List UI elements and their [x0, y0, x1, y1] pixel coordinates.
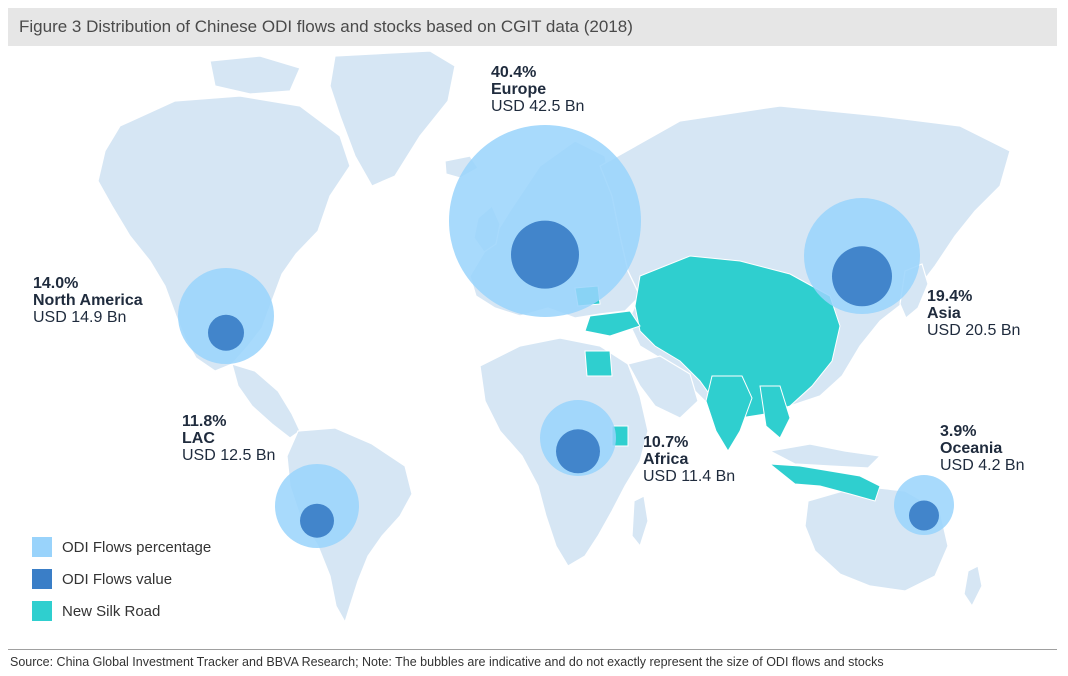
africa-name: Africa [643, 451, 689, 468]
silk-road-indonesia [768, 463, 881, 502]
oceania-usd: USD 4.2 Bn [940, 457, 1025, 474]
asia-percent: 19.4% [927, 288, 973, 305]
legend-label: New Silk Road [62, 602, 161, 620]
north-america-usd: USD 14.9 Bn [33, 309, 127, 326]
silk-road-layer [574, 255, 881, 502]
arctic-islands-shape [209, 55, 301, 95]
title-bar: Figure 3 Distribution of Chinese ODI flo… [8, 8, 1057, 46]
europe-name: Europe [491, 81, 547, 98]
legend-item-flows-percentage: ODI Flows percentage [32, 536, 211, 558]
north-america-name: North America [33, 292, 143, 309]
lac-name: LAC [182, 430, 215, 447]
silk-road-egypt [584, 350, 613, 377]
north-america-value-bubble [208, 314, 244, 351]
legend-item-flows-value: ODI Flows value [32, 568, 211, 590]
north-america-percent: 14.0% [33, 275, 79, 292]
label-europe: 40.4% Europe USD 42.5 Bn [491, 64, 584, 115]
silk-road-turkey [584, 310, 641, 337]
label-north-america: 14.0% North America USD 14.9 Bn [33, 275, 143, 326]
oceania-percent: 3.9% [940, 423, 977, 440]
label-asia: 19.4% Asia USD 20.5 Bn [927, 288, 1020, 339]
africa-usd: USD 11.4 Bn [643, 468, 736, 485]
legend-label: ODI Flows value [62, 570, 173, 588]
madagascar-shape [631, 495, 649, 548]
asia-name: Asia [927, 305, 961, 322]
new-zealand-shape [963, 565, 983, 608]
legend: ODI Flows percentage ODI Flows value New… [32, 536, 211, 632]
source-note: Source: China Global Investment Tracker … [10, 655, 884, 669]
lac-usd: USD 12.5 Bn [182, 447, 276, 464]
oceania-name: Oceania [940, 440, 1003, 457]
europe-usd: USD 42.5 Bn [491, 98, 585, 115]
flows-percentage-swatch [32, 537, 52, 557]
flows-value-swatch [32, 569, 52, 589]
label-oceania: 3.9% Oceania USD 4.2 Bn [940, 423, 1024, 474]
silk-road-india [705, 375, 753, 452]
europe-percent: 40.4% [491, 64, 537, 81]
world-map [97, 50, 1011, 624]
asia-value-bubble [832, 246, 892, 307]
silk-road-swatch [32, 601, 52, 621]
lac-percent: 11.8% [182, 413, 227, 430]
europe-value-bubble [511, 220, 579, 289]
label-lac: 11.8% LAC USD 12.5 Bn [182, 413, 275, 464]
asia-usd: USD 20.5 Bn [927, 322, 1021, 339]
africa-value-bubble [556, 429, 600, 474]
lac-value-bubble [300, 503, 334, 538]
central-america-shape [231, 363, 301, 439]
label-africa: 10.7% Africa USD 11.4 Bn [643, 434, 735, 485]
footer-divider [8, 649, 1057, 650]
legend-item-silk-road: New Silk Road [32, 600, 211, 622]
arabia-shape [627, 355, 699, 419]
legend-label: ODI Flows percentage [62, 538, 212, 556]
greenland-shape [329, 50, 456, 187]
bubble-layer [178, 125, 954, 548]
se-asia-islands-shape [768, 443, 882, 469]
page-title: Figure 3 Distribution of Chinese ODI flo… [19, 17, 633, 36]
silk-road-se-asia [759, 385, 791, 439]
oceania-value-bubble [909, 500, 939, 531]
africa-percent: 10.7% [643, 434, 689, 451]
